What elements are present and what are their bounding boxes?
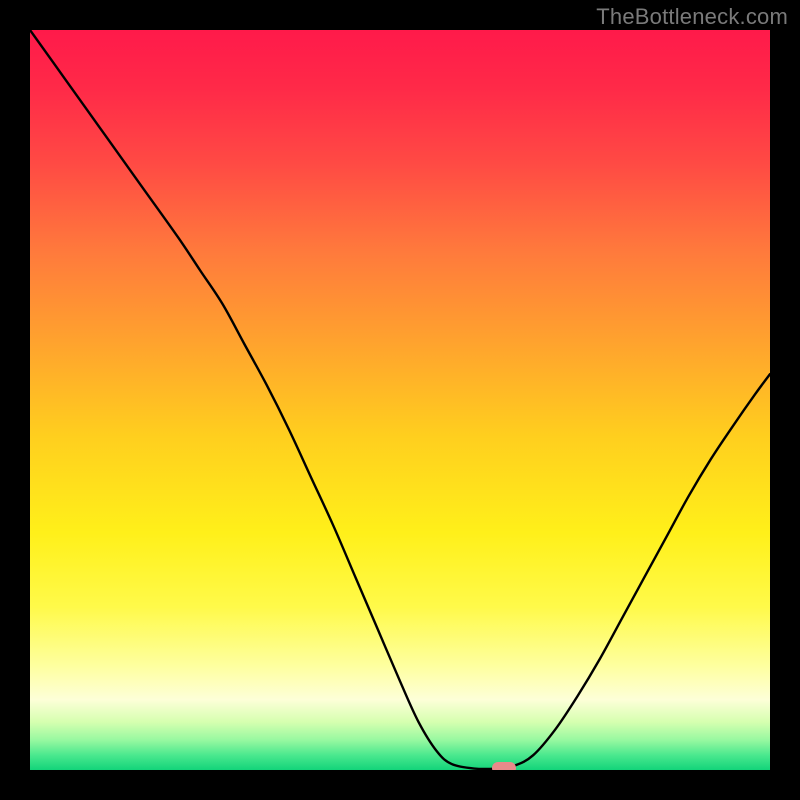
optimal-marker [492, 762, 516, 770]
curve-path [30, 30, 770, 769]
plot-area [30, 30, 770, 770]
watermark-text: TheBottleneck.com [596, 4, 788, 30]
bottleneck-curve [30, 30, 770, 770]
